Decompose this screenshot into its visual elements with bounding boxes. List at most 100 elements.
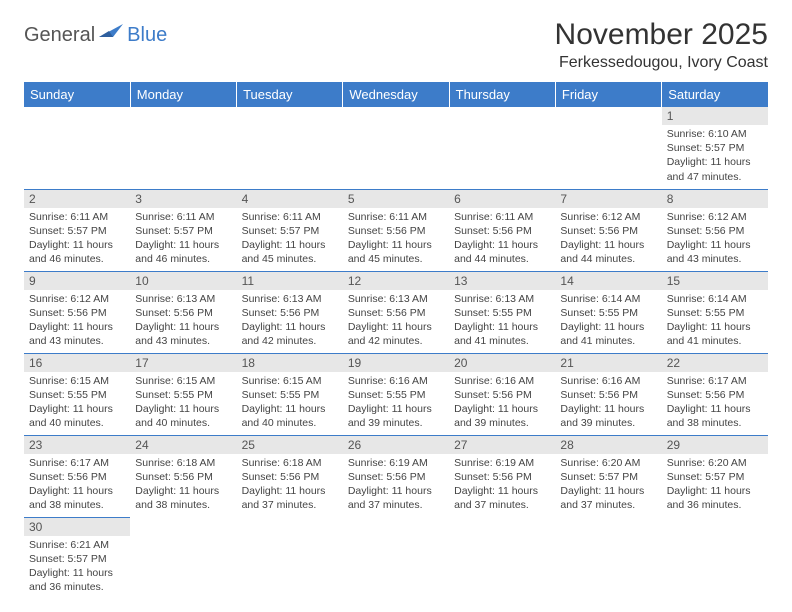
day-detail-line: Sunset: 5:57 PM <box>667 470 763 484</box>
calendar-cell: 6 Sunrise: 6:11 AMSunset: 5:56 PMDaylight… <box>449 189 555 271</box>
day-detail-line: and 41 minutes. <box>560 334 656 348</box>
day-detail-line: Sunrise: 6:13 AM <box>135 292 231 306</box>
calendar-cell: 3Sunrise: 6:11 AMSunset: 5:57 PMDaylight… <box>130 189 236 271</box>
day-number: 2 <box>24 190 130 208</box>
calendar-cell: 12Sunrise: 6:13 AMSunset: 5:56 PMDayligh… <box>343 271 449 353</box>
day-detail-line: Sunset: 5:57 PM <box>560 470 656 484</box>
day-number: 19 <box>343 354 449 372</box>
calendar-cell: 9Sunrise: 6:12 AMSunset: 5:56 PMDaylight… <box>24 271 130 353</box>
day-details: Sunrise: 6:12 AMSunset: 5:56 PMDaylight:… <box>24 290 130 353</box>
day-number: 17 <box>130 354 236 372</box>
day-details: Sunrise: 6:20 AMSunset: 5:57 PMDaylight:… <box>662 454 768 517</box>
day-detail-line: Daylight: 11 hours <box>454 402 550 416</box>
day-detail-line: and 44 minutes. <box>560 252 656 266</box>
day-number: 5 <box>343 190 449 208</box>
calendar-week-row: 30Sunrise: 6:21 AMSunset: 5:57 PMDayligh… <box>24 517 768 599</box>
day-detail-line: and 42 minutes. <box>348 334 444 348</box>
weekday-header-row: Sunday Monday Tuesday Wednesday Thursday… <box>24 82 768 107</box>
day-number: 15 <box>662 272 768 290</box>
day-number: 27 <box>449 436 555 454</box>
day-number: 21 <box>555 354 661 372</box>
day-detail-line: Sunset: 5:57 PM <box>135 224 231 238</box>
calendar-cell: 25Sunrise: 6:18 AMSunset: 5:56 PMDayligh… <box>237 435 343 517</box>
day-detail-line: Daylight: 11 hours <box>348 320 444 334</box>
day-details: Sunrise: 6:21 AMSunset: 5:57 PMDaylight:… <box>24 536 130 599</box>
page-title: November 2025 <box>555 18 768 52</box>
day-detail-line: Sunset: 5:56 PM <box>560 388 656 402</box>
day-details: Sunrise: 6:16 AMSunset: 5:56 PMDaylight:… <box>449 372 555 435</box>
day-detail-line: Daylight: 11 hours <box>29 566 125 580</box>
day-detail-line: and 41 minutes. <box>454 334 550 348</box>
day-detail-line: Sunrise: 6:11 AM <box>242 210 338 224</box>
weekday-header: Wednesday <box>343 82 449 107</box>
calendar-cell: 18Sunrise: 6:15 AMSunset: 5:55 PMDayligh… <box>237 353 343 435</box>
day-detail-line: Daylight: 11 hours <box>135 238 231 252</box>
day-detail-line: Sunrise: 6:17 AM <box>29 456 125 470</box>
day-detail-line: and 43 minutes. <box>667 252 763 266</box>
day-detail-line: and 43 minutes. <box>135 334 231 348</box>
calendar-cell: 8Sunrise: 6:12 AMSunset: 5:56 PMDaylight… <box>662 189 768 271</box>
day-details: Sunrise: 6:17 AMSunset: 5:56 PMDaylight:… <box>662 372 768 435</box>
calendar-cell <box>662 517 768 599</box>
calendar-cell <box>24 107 130 189</box>
day-detail-line: and 40 minutes. <box>29 416 125 430</box>
day-detail-line: Daylight: 11 hours <box>454 238 550 252</box>
calendar-cell: 13Sunrise: 6:13 AMSunset: 5:55 PMDayligh… <box>449 271 555 353</box>
calendar-week-row: 1Sunrise: 6:10 AMSunset: 5:57 PMDaylight… <box>24 107 768 189</box>
day-number: 22 <box>662 354 768 372</box>
day-detail-line: Daylight: 11 hours <box>135 320 231 334</box>
day-number: 16 <box>24 354 130 372</box>
calendar-cell: 27Sunrise: 6:19 AMSunset: 5:56 PMDayligh… <box>449 435 555 517</box>
day-detail-line: Sunset: 5:56 PM <box>560 224 656 238</box>
day-detail-line: and 37 minutes. <box>560 498 656 512</box>
day-detail-line: Sunset: 5:55 PM <box>667 306 763 320</box>
day-detail-line: Daylight: 11 hours <box>454 484 550 498</box>
day-detail-line: Sunrise: 6:16 AM <box>348 374 444 388</box>
calendar-cell: 14Sunrise: 6:14 AMSunset: 5:55 PMDayligh… <box>555 271 661 353</box>
calendar-cell: 1Sunrise: 6:10 AMSunset: 5:57 PMDaylight… <box>662 107 768 189</box>
day-detail-line: Daylight: 11 hours <box>560 484 656 498</box>
calendar-cell <box>237 107 343 189</box>
day-detail-line: Sunrise: 6:11 AM <box>135 210 231 224</box>
day-number: 25 <box>237 436 343 454</box>
day-detail-line: Daylight: 11 hours <box>135 402 231 416</box>
day-detail-line: Sunset: 5:56 PM <box>454 224 550 238</box>
calendar-cell <box>343 107 449 189</box>
day-detail-line: Daylight: 11 hours <box>348 402 444 416</box>
day-detail-line: Daylight: 11 hours <box>348 484 444 498</box>
calendar-cell <box>343 517 449 599</box>
weekday-header: Monday <box>130 82 236 107</box>
day-detail-line: Sunrise: 6:15 AM <box>29 374 125 388</box>
calendar-cell: 28Sunrise: 6:20 AMSunset: 5:57 PMDayligh… <box>555 435 661 517</box>
day-detail-line: Sunrise: 6:21 AM <box>29 538 125 552</box>
day-detail-line: Sunrise: 6:18 AM <box>135 456 231 470</box>
day-detail-line: Daylight: 11 hours <box>242 238 338 252</box>
day-details: Sunrise: 6:17 AMSunset: 5:56 PMDaylight:… <box>24 454 130 517</box>
calendar-cell: 17Sunrise: 6:15 AMSunset: 5:55 PMDayligh… <box>130 353 236 435</box>
day-detail-line: Daylight: 11 hours <box>560 320 656 334</box>
day-detail-line: Sunrise: 6:17 AM <box>667 374 763 388</box>
day-detail-line: Sunrise: 6:11 AM <box>454 210 550 224</box>
day-number: 6 <box>449 190 555 208</box>
day-detail-line: Daylight: 11 hours <box>560 238 656 252</box>
day-detail-line: Sunset: 5:56 PM <box>667 388 763 402</box>
day-detail-line: and 45 minutes. <box>242 252 338 266</box>
day-number: 23 <box>24 436 130 454</box>
day-number: 30 <box>24 518 130 536</box>
day-detail-line: Sunset: 5:56 PM <box>454 470 550 484</box>
day-detail-line: Daylight: 11 hours <box>242 402 338 416</box>
day-details: Sunrise: 6:18 AMSunset: 5:56 PMDaylight:… <box>237 454 343 517</box>
day-details: Sunrise: 6:14 AMSunset: 5:55 PMDaylight:… <box>555 290 661 353</box>
day-number: 28 <box>555 436 661 454</box>
calendar-week-row: 23Sunrise: 6:17 AMSunset: 5:56 PMDayligh… <box>24 435 768 517</box>
calendar-cell: 26Sunrise: 6:19 AMSunset: 5:56 PMDayligh… <box>343 435 449 517</box>
day-details: Sunrise: 6:13 AMSunset: 5:55 PMDaylight:… <box>449 290 555 353</box>
calendar-cell: 23Sunrise: 6:17 AMSunset: 5:56 PMDayligh… <box>24 435 130 517</box>
day-detail-line: and 39 minutes. <box>454 416 550 430</box>
day-details: Sunrise: 6:11 AMSunset: 5:56 PMDaylight:… <box>343 208 449 271</box>
calendar-cell: 30Sunrise: 6:21 AMSunset: 5:57 PMDayligh… <box>24 517 130 599</box>
day-detail-line: Daylight: 11 hours <box>667 484 763 498</box>
calendar-cell: 21Sunrise: 6:16 AMSunset: 5:56 PMDayligh… <box>555 353 661 435</box>
calendar-week-row: 16Sunrise: 6:15 AMSunset: 5:55 PMDayligh… <box>24 353 768 435</box>
day-details: Sunrise: 6:16 AMSunset: 5:55 PMDaylight:… <box>343 372 449 435</box>
